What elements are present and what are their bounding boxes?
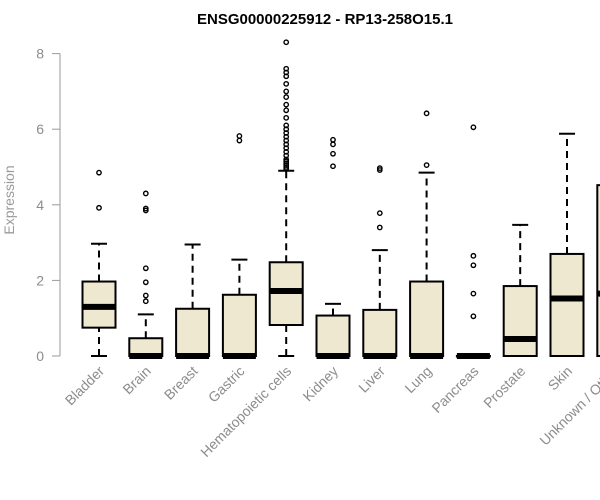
box-group (596, 184, 600, 357)
outlier-point (330, 141, 336, 148)
box-group (128, 190, 164, 359)
outlier-point (283, 101, 290, 108)
box-group (549, 132, 585, 357)
outlier-point (142, 190, 149, 197)
outlier-point (283, 122, 290, 129)
x-category-label: Lung (401, 363, 434, 396)
outlier-point (283, 80, 290, 87)
outlier-point (423, 162, 430, 169)
box-rect (175, 307, 211, 357)
x-category-label: Liver (355, 363, 388, 396)
x-category-label: Kidney (300, 363, 342, 405)
x-category-label: Prostate (480, 363, 528, 411)
x-category-label: Breast (161, 363, 201, 403)
y-axis-label: Expression (1, 165, 17, 234)
outlier-point (236, 137, 243, 144)
y-axis: 0 2 4 6 8 (36, 46, 61, 364)
outlier-point (423, 110, 430, 117)
box-rect (315, 314, 351, 357)
outlier-point (376, 224, 383, 231)
box-rect (502, 285, 538, 358)
box-group (268, 39, 304, 357)
outlier-point (283, 88, 290, 95)
outlier-point (330, 136, 336, 143)
y-tick-label: 6 (36, 121, 44, 137)
x-category-label: Skin (545, 363, 576, 394)
outlier-point (142, 298, 149, 305)
outlier-point (142, 205, 149, 212)
box-group (362, 165, 398, 359)
outlier-point (376, 165, 383, 172)
x-category-label: Brain (119, 363, 153, 397)
outlier-point (142, 207, 149, 214)
outlier-point (96, 204, 102, 211)
y-tick-label: 8 (36, 46, 44, 62)
box-rect (362, 308, 398, 358)
x-category-label: Bladder (62, 363, 108, 409)
y-tick-label: 0 (36, 348, 44, 364)
outlier-point (142, 279, 149, 286)
outlier-point (283, 107, 290, 114)
box-rect (409, 280, 445, 357)
x-category-label: Hematopoietic cells (197, 363, 294, 460)
outlier-point (376, 210, 383, 217)
outlier-point (283, 158, 290, 165)
box-group (315, 136, 351, 359)
outlier-point (330, 150, 336, 157)
y-tick-label: 2 (36, 272, 44, 288)
box-group (455, 124, 491, 359)
boxes-group (81, 39, 600, 359)
x-category-label: Pancreas (428, 363, 481, 416)
outlier-point (470, 252, 477, 259)
box-group (81, 169, 117, 357)
outlier-point (376, 167, 383, 173)
chart-title: ENSG00000225912 - RP13-258O15.1 (197, 11, 453, 28)
box-group (409, 110, 445, 359)
box-group (502, 223, 538, 358)
x-category-label: Gastric (205, 363, 248, 406)
outlier-point (470, 262, 477, 269)
box-group (175, 243, 211, 359)
outlier-point (283, 114, 290, 121)
y-tick-label: 4 (36, 197, 44, 213)
box-rect (221, 293, 257, 358)
outlier-point (283, 94, 290, 100)
box-rect (596, 184, 600, 357)
outlier-point (470, 313, 477, 320)
outlier-point (142, 265, 149, 272)
outlier-point (142, 292, 149, 299)
outlier-point (283, 39, 290, 46)
outlier-point (470, 290, 477, 297)
outlier-point (96, 169, 102, 176)
outlier-point (470, 124, 477, 131)
outlier-point (330, 163, 336, 170)
outlier-point (236, 133, 243, 139)
outlier-point (283, 65, 290, 72)
box-group (221, 133, 257, 359)
box-rect (549, 252, 585, 357)
